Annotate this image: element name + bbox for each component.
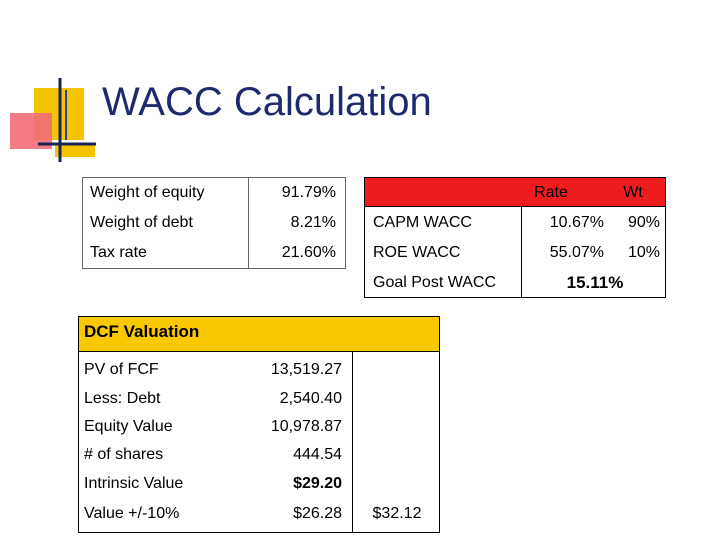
weights-table-divider xyxy=(248,177,249,269)
wacc-header-bar xyxy=(364,177,666,207)
dcf-header: DCF Valuation xyxy=(84,322,200,341)
tax-rate-value: 21.60% xyxy=(281,244,336,261)
weight-equity-value: 91.79% xyxy=(281,184,336,201)
pv-fcf-value: 13,519.27 xyxy=(270,361,342,378)
weight-debt-label: Weight of debt xyxy=(90,214,193,231)
shares-value: 444.54 xyxy=(293,446,342,463)
value-range-label: Value +/-10% xyxy=(84,505,180,522)
shares-label: # of shares xyxy=(84,446,164,463)
roe-wacc-rate: 55.07% xyxy=(549,244,604,261)
roe-wacc-wt: 10% xyxy=(627,244,660,261)
capm-wacc-label: CAPM WACC xyxy=(373,214,472,231)
weight-equity-label: Weight of equity xyxy=(90,184,205,201)
weight-debt-value: 8.21% xyxy=(290,214,336,231)
less-debt-label: Less: Debt xyxy=(84,390,161,407)
value-range-low: $26.28 xyxy=(293,505,342,522)
wacc-header-rate: Rate xyxy=(534,184,568,201)
wacc-header-wt: Wt xyxy=(623,184,643,201)
capm-wacc-wt: 90% xyxy=(627,214,660,231)
intrinsic-value-value: $29.20 xyxy=(293,475,342,492)
slide-decoration-icon xyxy=(10,78,96,162)
dcf-table xyxy=(78,351,440,533)
page-title: WACC Calculation xyxy=(102,80,432,124)
equity-value-label: Equity Value xyxy=(84,418,173,435)
weights-table xyxy=(82,177,346,269)
goal-post-wacc-label: Goal Post WACC xyxy=(373,274,496,291)
dcf-table-divider xyxy=(352,351,353,533)
intrinsic-value-label: Intrinsic Value xyxy=(84,475,184,492)
roe-wacc-label: ROE WACC xyxy=(373,244,461,261)
equity-value-value: 10,978.87 xyxy=(270,418,342,435)
value-range-high: $32.12 xyxy=(372,505,422,522)
less-debt-value: 2,540.40 xyxy=(279,390,342,407)
capm-wacc-rate: 10.67% xyxy=(549,214,604,231)
goal-post-wacc-value: 15.11% xyxy=(566,273,624,292)
tax-rate-label: Tax rate xyxy=(90,244,147,261)
wacc-table-divider xyxy=(521,206,522,298)
wacc-table xyxy=(364,206,666,298)
pv-fcf-label: PV of FCF xyxy=(84,361,159,378)
